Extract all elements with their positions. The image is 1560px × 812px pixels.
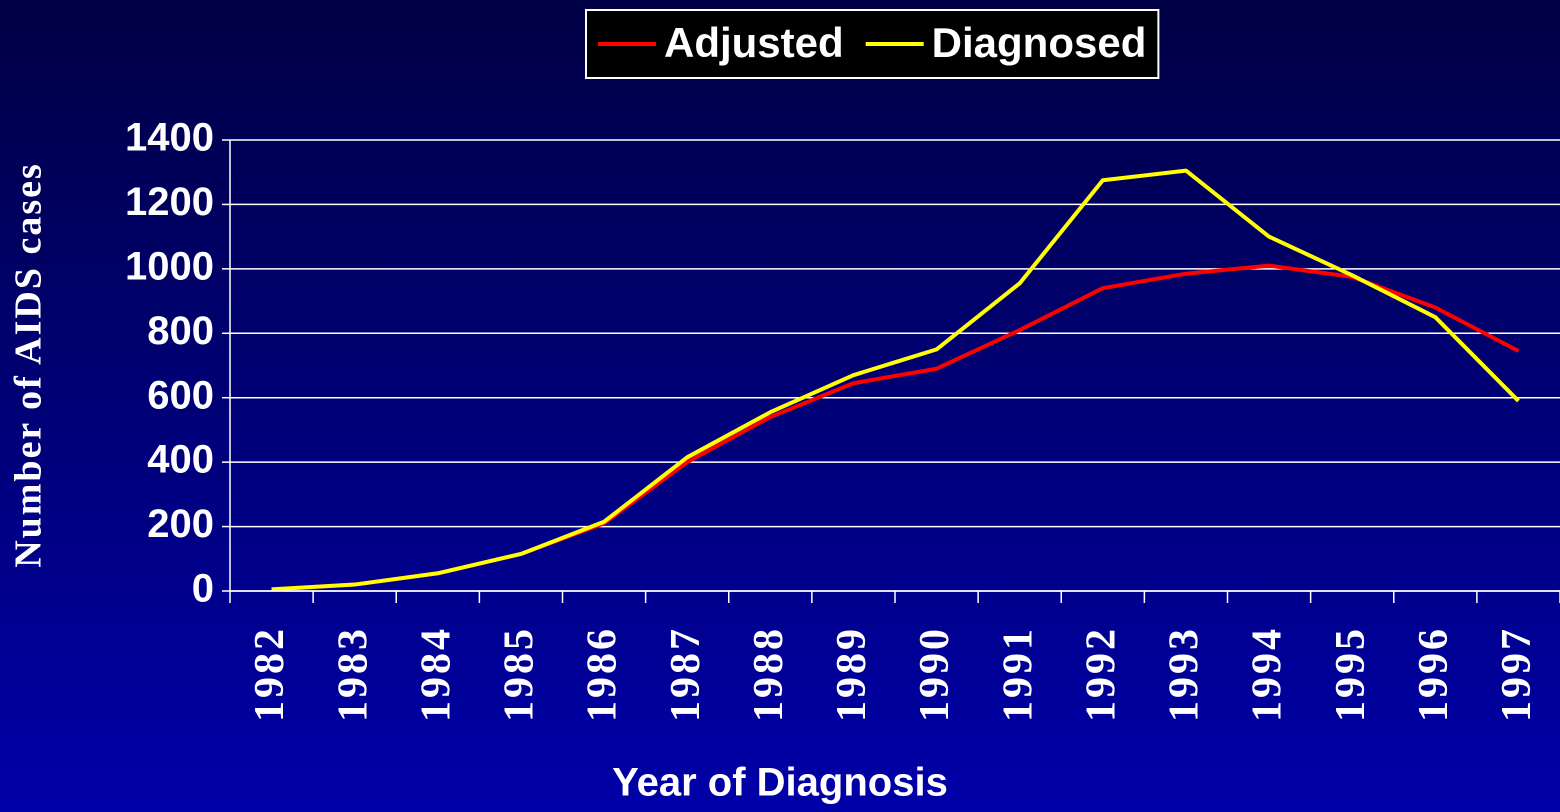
x-tick-label: 1994: [1245, 626, 1291, 722]
x-tick-label: 1990: [912, 626, 958, 722]
y-tick-label: 1200: [125, 180, 214, 224]
x-tick-label: 1987: [663, 626, 709, 722]
x-tick-label: 1992: [1078, 626, 1124, 722]
x-tick-label: 1983: [330, 626, 376, 722]
x-tick-label: 1996: [1411, 626, 1457, 722]
y-tick-label: 600: [147, 373, 214, 417]
y-tick-label: 200: [147, 502, 214, 546]
series-line: [271, 168, 1520, 592]
x-tick-label: 1997: [1494, 626, 1540, 722]
x-tick-label: 1995: [1328, 626, 1374, 722]
legend-label: Adjusted: [664, 19, 844, 66]
x-tick-label: 1993: [1162, 626, 1208, 722]
x-tick-label: 1982: [247, 626, 293, 722]
x-axis-title: Year of Diagnosis: [612, 761, 948, 805]
y-tick-label: 400: [147, 438, 214, 482]
y-tick-label: 800: [147, 309, 214, 353]
x-tick-label: 1989: [829, 626, 875, 722]
x-tick-label: 1985: [497, 626, 543, 722]
x-tick-label: 1986: [580, 626, 626, 722]
x-tick-label: 1984: [413, 626, 459, 722]
legend-label: Diagnosed: [932, 19, 1147, 66]
y-axis-title: Number of AIDS cases: [8, 162, 50, 568]
x-tick-label: 1991: [995, 626, 1041, 722]
x-tick-label: 1988: [746, 626, 792, 722]
y-tick-label: 0: [192, 567, 214, 611]
legend: Adjusted Diagnosed: [585, 9, 1160, 79]
y-tick-label: 1000: [125, 244, 214, 288]
y-tick-label: 1400: [125, 116, 214, 160]
